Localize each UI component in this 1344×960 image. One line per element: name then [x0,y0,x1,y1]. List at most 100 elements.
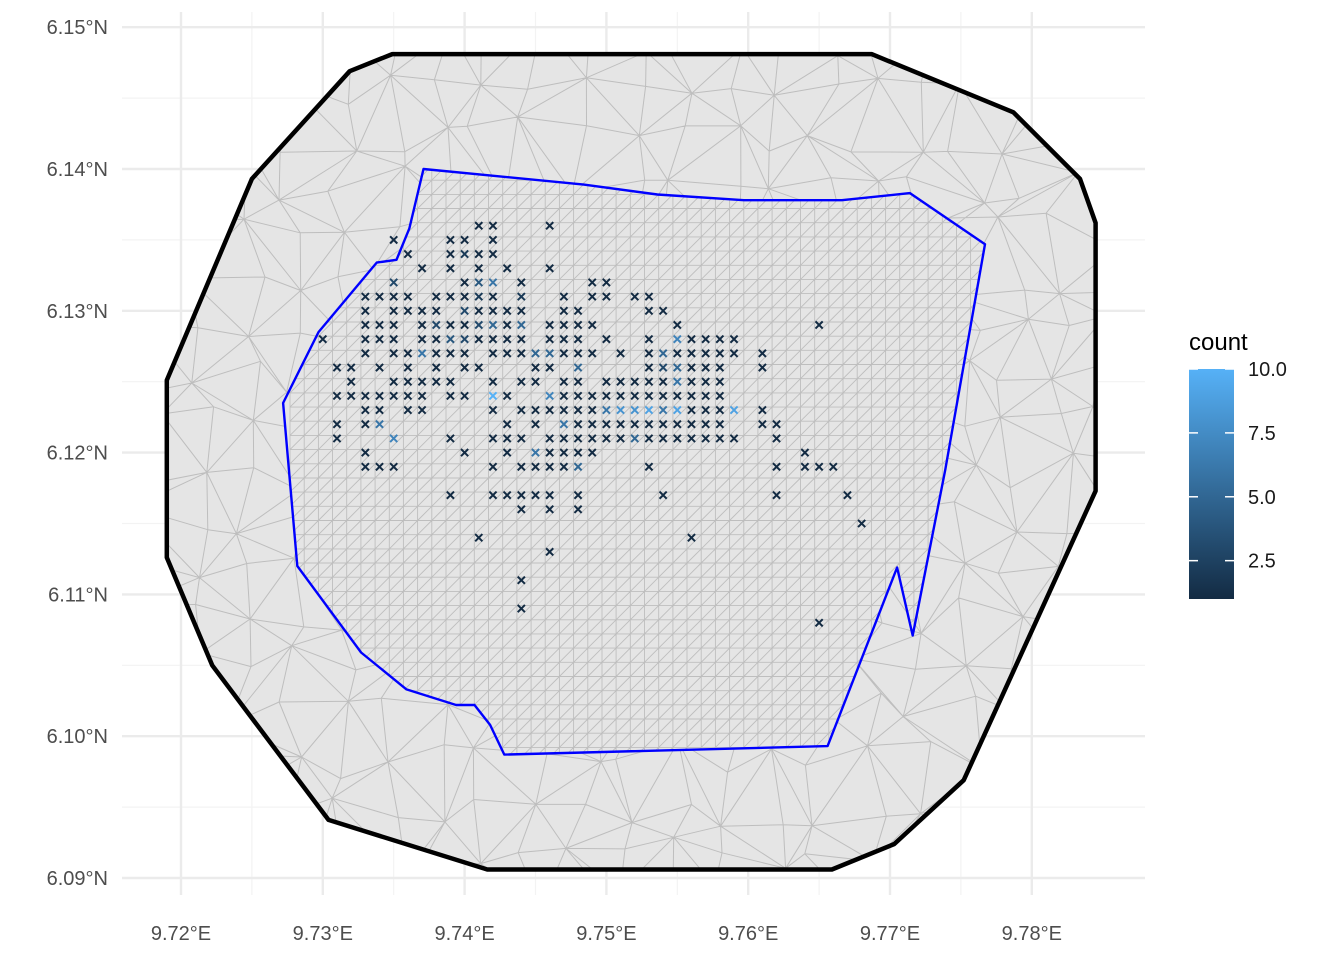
outer-boundary-line [164,51,1098,872]
count-point [488,391,498,401]
count-point [602,292,611,301]
count-point [857,519,866,528]
count-point [587,405,597,415]
count-point [474,263,484,273]
count-point [602,377,611,387]
count-point [389,306,399,316]
count-point [545,505,554,514]
count-point [446,434,455,443]
count-point [361,334,370,344]
count-point [318,334,328,344]
count-point [488,334,498,344]
count-point [488,306,498,316]
count-point [531,448,540,457]
count-point [616,391,625,401]
count-point [814,618,824,628]
x-tick-label: 9.72°E [151,923,211,945]
count-point [559,349,569,358]
y-tick-label: 6.15°N [47,17,108,39]
count-point [715,419,725,429]
count-point [672,363,682,372]
y-tick-label: 6.11°N [48,584,108,606]
count-point [361,419,370,429]
count-point [474,221,484,231]
x-tick-label: 9.73°E [293,923,353,945]
count-point [800,448,810,457]
x-tick-label: 9.74°E [434,923,494,945]
count-point [644,334,654,344]
count-point [630,419,640,429]
count-point [843,490,852,500]
count-point [573,505,583,514]
legend-title: count [1189,329,1248,356]
count-point [687,377,696,387]
count-point [573,320,583,330]
count-point [403,405,413,415]
count-point [488,434,498,443]
count-point [573,490,583,500]
count-point [545,320,554,330]
count-point [332,434,342,443]
count-point [545,448,554,457]
count-point [517,462,526,472]
count-point [431,292,441,301]
count-point [587,320,597,330]
count-point [616,434,625,443]
count-point [545,405,554,415]
count-point [630,292,640,301]
count-point [573,306,583,316]
count-point [559,434,569,443]
count-point [545,334,554,344]
count-point [460,334,469,344]
count-point [602,278,611,287]
count-point [672,377,682,387]
outer-boundary [164,51,1098,872]
count-point [658,405,668,415]
count-point [431,306,441,316]
count-point [417,377,427,387]
count-point [375,391,384,401]
count-point [587,448,597,457]
count-point [403,391,413,401]
count-point [701,377,710,387]
count-point [431,377,441,387]
count-point [488,235,498,245]
count-point [531,363,540,372]
count-point [417,391,427,401]
count-point [502,490,512,500]
count-point [488,320,498,330]
count-point [502,334,512,344]
count-point [361,292,370,301]
count-point [701,334,710,344]
legend-tick-label: 7.5 [1248,423,1276,445]
count-point [545,263,554,273]
count-point [630,434,640,443]
y-tick-label: 6.12°N [47,443,108,465]
count-point [474,363,484,372]
count-point [545,349,554,358]
count-point [573,434,583,443]
count-point [545,391,554,401]
count-point [361,391,370,401]
count-point [446,249,455,259]
count-point [431,320,441,330]
count-point [602,419,611,429]
count-point [417,405,427,415]
count-point [658,419,668,429]
count-point [559,334,569,344]
count-point [403,249,413,259]
count-point [332,391,342,401]
count-point [559,306,569,316]
count-point [573,391,583,401]
count-point [488,221,498,231]
triangulation-mesh [166,54,1096,870]
count-point [715,391,725,401]
color-legend: count 10.0 7.5 5.0 2.5 [1189,329,1287,599]
count-point [417,334,427,344]
count-point [389,349,399,358]
count-point [502,419,512,429]
count-point [389,320,399,330]
count-point [389,434,399,443]
count-point [559,292,569,301]
y-tick-label: 6.10°N [47,726,108,748]
